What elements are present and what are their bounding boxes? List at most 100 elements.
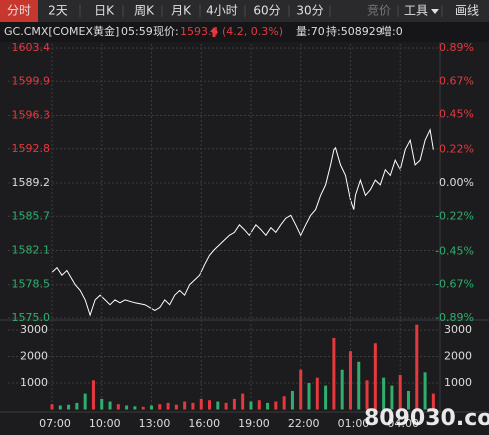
y-tick-label: 1596.3 [12,109,51,122]
y-tick-label: 2000 [20,349,48,362]
y2-tick-label: 0.67% [439,74,474,87]
y-tick-label: 3000 [20,323,48,336]
volume-bar [398,375,402,410]
y2-tick-label: 1000 [444,376,472,389]
tab[interactable]: 日K [94,4,115,18]
y-tick-label: 1585.7 [12,209,51,222]
volume-bar [348,351,352,410]
x-tick-label: 19:00 [238,417,270,430]
tab[interactable]: 30分 [296,4,323,18]
volume-bar [232,398,236,410]
volume-bar [241,393,245,410]
volume-bar [431,393,435,410]
tab[interactable]: 月K [171,4,192,18]
symbol: GC.CMX[COMEX黄金] [4,24,119,38]
up-arrow [210,27,218,37]
tab[interactable]: 4小时 [206,4,238,18]
y-tick-label: 1000 [20,376,48,389]
open-interest: 持:508929 [326,24,383,38]
y-tick-label: 1592.8 [12,142,51,155]
volume-bar [216,401,220,410]
y2-tick-label: 2000 [444,349,472,362]
y2-tick-label: 0.22% [439,143,474,156]
tab[interactable]: 工具 [404,4,428,18]
volume-bar [415,324,419,410]
price-label: 现价: [153,25,179,38]
volume-bar [67,404,71,410]
volume-bar [50,404,54,410]
volume-bar [100,398,104,410]
volume-bar [307,382,311,410]
y-tick-label: 1599.9 [12,74,51,87]
volume-bar [158,404,162,410]
tab-selected-bg [0,0,38,22]
x-tick-label: 01:00 [338,417,370,430]
volume-bar [166,402,170,410]
increase: 增:0 [381,24,403,38]
y2-tick-label: 0.00% [439,176,474,189]
volume-bar [257,400,261,410]
y-tick-label: 1575.0 [12,311,51,324]
price: 1593.4 [180,25,219,38]
y2-tick-label: 0.89% [439,41,474,54]
volume-bar [282,396,286,410]
volume-bar [290,390,294,410]
change: (4.2, 0.3%) [222,25,283,38]
y2-tick-label: -0.89% [435,311,474,324]
volume-bar [332,337,336,410]
volume-bar [125,405,129,410]
y-tick-label: 1582.1 [12,244,51,257]
volume-bar [174,404,178,410]
volume-bar [83,393,87,410]
volume-bar [299,369,303,410]
volume-bar [406,390,410,410]
y2-tick-label: 3000 [444,323,472,336]
volume-bar [116,404,120,410]
volume-bar [208,400,212,410]
x-tick-label: 13:00 [139,417,171,430]
volume-bar [315,377,319,410]
tab[interactable]: 分时 [7,4,31,18]
x-tick-label: 16:00 [188,417,220,430]
volume-bar [91,380,95,410]
tab[interactable]: 60分 [253,4,280,18]
time: 05:59 [121,25,153,38]
tab[interactable]: 画线 [455,4,479,18]
volume-bar [423,372,427,410]
dropdown-icon [431,9,439,14]
volume-bar [133,406,137,410]
volume-bar [58,405,62,410]
y2-tick-label: -0.45% [435,244,474,257]
x-tick-label: 04:00 [387,417,419,430]
volume-bar [357,361,361,410]
y2-tick-label: -0.22% [435,209,474,222]
x-tick-label: 22:00 [288,417,320,430]
volume-bar [340,369,344,410]
volume-bar [149,405,153,410]
volume-bar [191,402,195,410]
volume-bar [141,406,145,410]
volume-bar [324,385,328,410]
y-tick-label: 1603.4 [12,41,51,54]
volume-bar [183,401,187,410]
volume-bar [390,385,394,410]
y2-tick-label: 0.45% [439,108,474,121]
tab[interactable]: 竞价 [367,4,391,18]
volume-bar [224,402,228,410]
watermark: 809030.com [364,406,489,431]
price-line [51,128,434,317]
tab[interactable]: 2天 [48,4,68,18]
tab[interactable]: 周K [134,4,155,18]
y2-tick-label: -0.67% [435,278,474,291]
volume-bar [75,402,79,410]
y-tick-label: 1589.2 [12,176,51,189]
volume-bar [382,377,386,410]
info-bar [0,22,489,42]
volume-bar [108,401,112,410]
x-tick-label: 07:00 [39,417,71,430]
volume-bar [199,398,203,410]
x-tick-label: 10:00 [89,417,121,430]
volume-bar [266,402,270,410]
